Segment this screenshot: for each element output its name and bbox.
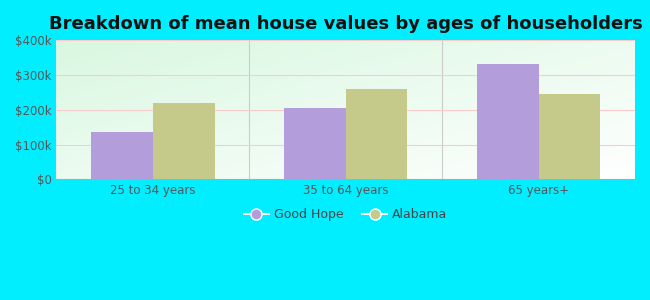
Bar — [284, 108, 346, 179]
Bar — [153, 103, 215, 179]
Legend: Good Hope, Alabama: Good Hope, Alabama — [239, 203, 452, 226]
Bar — [477, 64, 539, 179]
Bar — [346, 89, 408, 179]
Title: Breakdown of mean house values by ages of householders: Breakdown of mean house values by ages o… — [49, 15, 643, 33]
Bar — [91, 132, 153, 179]
Bar — [539, 94, 601, 179]
